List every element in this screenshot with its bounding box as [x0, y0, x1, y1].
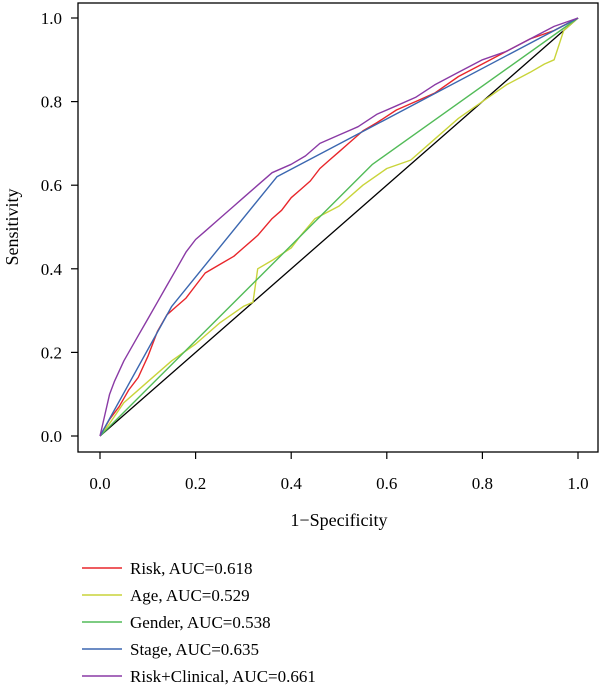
legend-label-1: Age, AUC=0.529: [130, 586, 250, 605]
y-tick-label: 0.0: [41, 427, 62, 446]
y-tick-label: 0.8: [41, 93, 62, 112]
x-tick-label: 0.2: [185, 474, 206, 493]
roc-curves: [99, 17, 579, 437]
legend: Risk, AUC=0.618 Age, AUC=0.529 Gender, AUC…: [82, 559, 316, 685]
legend-label-0: Risk, AUC=0.618: [130, 559, 252, 578]
x-tick-label: 0.4: [281, 474, 303, 493]
y-tick-label: 1.0: [41, 9, 62, 28]
y-tick-label: 0.4: [41, 260, 63, 279]
y-tick-label: 0.6: [41, 176, 62, 195]
y-tick-label: 0.2: [41, 343, 62, 362]
roc-curve-3: [99, 17, 579, 437]
x-axis-title: 1−Specificity: [290, 510, 387, 530]
plot-frame: [77, 2, 599, 453]
legend-label-3: Stage, AUC=0.635: [130, 640, 259, 659]
legend-label-4: Risk+Clinical, AUC=0.661: [130, 667, 316, 685]
x-tick-label: 0.0: [89, 474, 110, 493]
legend-label-2: Gender, AUC=0.538: [130, 613, 271, 632]
x-tick-label: 0.6: [376, 474, 397, 493]
x-axis: 0.0 0.2 0.4 0.6 0.8 1.0: [89, 452, 589, 493]
roc-curve-4: [99, 17, 579, 437]
reference-diagonal: [99, 17, 579, 437]
x-tick-label: 1.0: [567, 474, 588, 493]
y-axis: 0.0 0.2 0.4 0.6 0.8 1.0: [41, 9, 78, 446]
roc-curve-2: [99, 17, 579, 437]
roc-curve-1: [99, 17, 579, 437]
x-tick-label: 0.8: [472, 474, 493, 493]
y-axis-title: Sensitivity: [2, 188, 22, 265]
reference-line: [99, 17, 579, 437]
